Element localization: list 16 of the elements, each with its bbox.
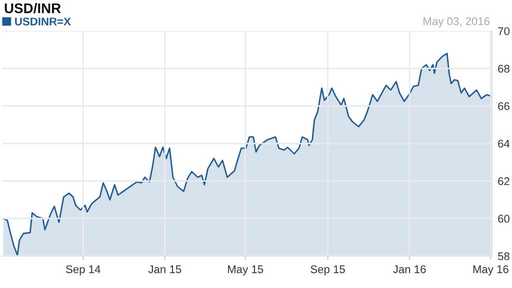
y-tick-label: 66	[498, 102, 510, 110]
text: May 03, 2016	[424, 17, 490, 28]
x-tick-label: Sep 15	[310, 265, 345, 276]
y-tick-label: 58	[498, 252, 510, 260]
x-tick-label: May 16	[473, 265, 508, 276]
x-tick-label: Jan 15	[148, 265, 182, 274]
x-tick-label: Jan 16	[393, 265, 426, 274]
y-tick-label: 60	[498, 214, 510, 223]
x-tick-label: Sep 14	[66, 265, 100, 276]
y-tick-label: 70	[498, 27, 510, 36]
y-tick-label: 64	[498, 140, 510, 148]
y-tick-label: 62	[498, 177, 510, 186]
y-tick-label: 68	[498, 64, 510, 73]
chart-title: USD/INR	[4, 3, 61, 14]
legend-label: USDINR=X	[15, 18, 71, 26]
x-tick-label: May 15	[228, 265, 264, 276]
